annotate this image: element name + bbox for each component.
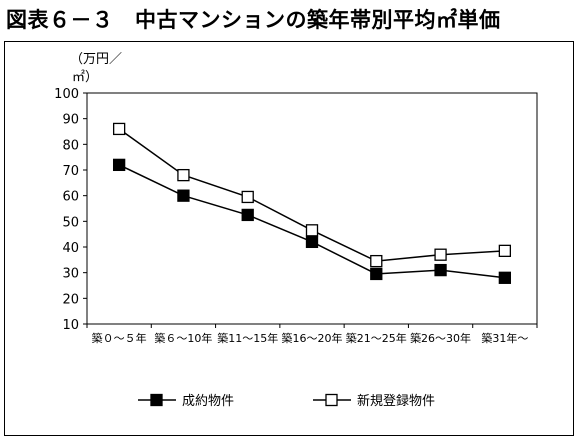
y-axis-unit-line1: （万円／	[70, 52, 123, 67]
series-1-point	[241, 208, 254, 222]
legend-label-1: 成約物件	[182, 394, 234, 409]
y-tick-label: 50	[62, 215, 79, 230]
x-tick-label: 築16～20年	[282, 331, 343, 345]
plot-area	[86, 92, 538, 325]
series-2-point	[305, 224, 319, 237]
chart-title: 図表６－３ 中古マンションの築年帯別平均㎡単価	[6, 8, 501, 32]
legend-label-2: 新規登録物件	[357, 393, 435, 409]
x-tick-label: 築26～30年	[410, 331, 471, 345]
y-tick-label: 20	[62, 292, 79, 307]
y-tick-label: 100	[54, 87, 79, 102]
y-tick-label: 70	[62, 164, 79, 179]
legend-marker-2	[325, 393, 338, 407]
y-tick-label: 60	[62, 190, 79, 205]
series-2-point	[241, 190, 254, 204]
series-2-point	[112, 122, 126, 136]
series-line-1	[118, 164, 505, 279]
x-tick-label: 築31年～	[481, 331, 528, 345]
chart-frame	[4, 41, 574, 436]
series-1-point	[498, 271, 512, 284]
x-tick-label: 築11～15年	[217, 331, 278, 345]
series-1-point	[305, 235, 319, 249]
series-1-point	[370, 267, 383, 281]
y-tick-label: 30	[62, 267, 79, 282]
legend-marker-1	[150, 393, 163, 407]
y-tick-label: 40	[62, 241, 79, 256]
x-tick-label: 築６～10年	[154, 331, 212, 345]
series-2-point	[434, 248, 447, 261]
series-1-point	[112, 158, 126, 172]
y-tick-label: 80	[62, 138, 79, 153]
y-axis-unit-line2: ㎡）	[72, 70, 99, 85]
series-2-point	[177, 168, 190, 182]
y-tick-label: 90	[62, 113, 79, 128]
series-2-point	[498, 244, 512, 258]
series-2-point	[370, 254, 383, 268]
x-tick-label: 築０～５年	[92, 331, 147, 345]
x-tick-label: 築21～25年	[346, 331, 407, 345]
y-tick-label: 10	[62, 318, 79, 333]
series-1-point	[177, 189, 190, 202]
series-1-point	[434, 263, 447, 277]
